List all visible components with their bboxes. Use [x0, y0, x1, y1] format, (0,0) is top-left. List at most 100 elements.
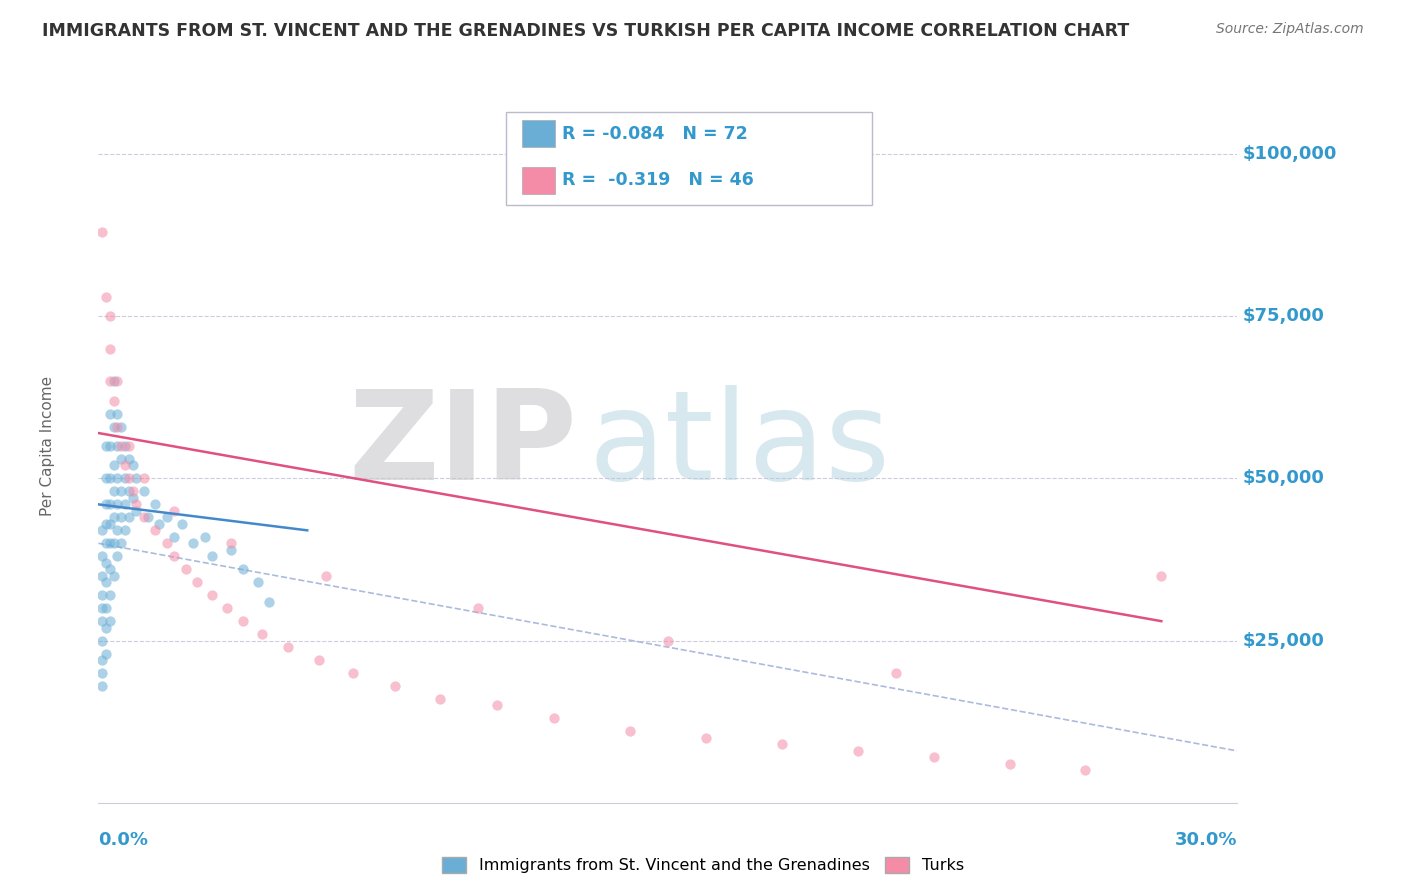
Point	[467, 601, 489, 615]
Point	[277, 640, 299, 654]
Point	[98, 439, 121, 453]
Point	[91, 666, 114, 681]
Point	[148, 516, 170, 531]
Point	[94, 575, 117, 590]
Point	[118, 484, 141, 499]
Point	[125, 504, 148, 518]
Point	[186, 575, 208, 590]
Point	[657, 633, 679, 648]
Point	[132, 484, 155, 499]
Point	[107, 497, 129, 511]
Point	[103, 536, 125, 550]
Point	[121, 458, 143, 473]
Point	[110, 452, 132, 467]
Text: Per Capita Income: Per Capita Income	[39, 376, 55, 516]
Point	[201, 549, 224, 564]
Point	[98, 407, 121, 421]
Point	[619, 724, 641, 739]
Point	[145, 497, 167, 511]
Point	[94, 497, 117, 511]
Point	[94, 556, 117, 570]
Point	[232, 614, 254, 628]
Point	[118, 439, 141, 453]
Text: ZIP: ZIP	[349, 385, 576, 507]
Point	[384, 679, 406, 693]
Point	[121, 491, 143, 505]
Point	[1150, 568, 1173, 582]
Point	[98, 614, 121, 628]
Point	[94, 621, 117, 635]
Text: $25,000: $25,000	[1243, 632, 1324, 649]
Point	[114, 524, 136, 538]
Text: 0.0%: 0.0%	[98, 831, 149, 849]
Point	[98, 310, 121, 324]
Point	[91, 633, 114, 648]
Point	[94, 516, 117, 531]
Point	[103, 510, 125, 524]
Point	[201, 588, 224, 602]
Point	[98, 374, 121, 388]
Point	[91, 588, 114, 602]
Text: R =  -0.319   N = 46: R = -0.319 N = 46	[562, 171, 754, 189]
Point	[136, 510, 159, 524]
Point	[770, 738, 793, 752]
Point	[98, 588, 121, 602]
Point	[91, 225, 114, 239]
Point	[250, 627, 273, 641]
Point	[103, 419, 125, 434]
Point	[217, 601, 239, 615]
Point	[94, 290, 117, 304]
Point	[110, 439, 132, 453]
Point	[114, 497, 136, 511]
Point	[91, 679, 114, 693]
Point	[91, 568, 114, 582]
Point	[94, 536, 117, 550]
Point	[156, 510, 179, 524]
Point	[107, 471, 129, 485]
Point	[110, 484, 132, 499]
Point	[1074, 764, 1097, 778]
Point	[91, 601, 114, 615]
Point	[118, 452, 141, 467]
Point	[107, 374, 129, 388]
Point	[183, 536, 205, 550]
Point	[922, 750, 945, 764]
Point	[308, 653, 330, 667]
Point	[103, 484, 125, 499]
Point	[884, 666, 907, 681]
Point	[163, 504, 186, 518]
Point	[486, 698, 509, 713]
Point	[429, 692, 451, 706]
Point	[342, 666, 364, 681]
Point	[246, 575, 269, 590]
Point	[132, 471, 155, 485]
Point	[121, 484, 143, 499]
Point	[94, 471, 117, 485]
Text: IMMIGRANTS FROM ST. VINCENT AND THE GRENADINES VS TURKISH PER CAPITA INCOME CORR: IMMIGRANTS FROM ST. VINCENT AND THE GREN…	[42, 22, 1129, 40]
Point	[132, 510, 155, 524]
Point	[98, 516, 121, 531]
Point	[107, 524, 129, 538]
Point	[98, 471, 121, 485]
Point	[125, 497, 148, 511]
Point	[107, 407, 129, 421]
Point	[110, 419, 132, 434]
Point	[543, 711, 565, 725]
Text: $100,000: $100,000	[1243, 145, 1337, 163]
Point	[94, 601, 117, 615]
Point	[94, 439, 117, 453]
Point	[91, 614, 114, 628]
Point	[107, 419, 129, 434]
Point	[998, 756, 1021, 771]
Point	[103, 374, 125, 388]
Point	[98, 497, 121, 511]
Legend: Immigrants from St. Vincent and the Grenadines, Turks: Immigrants from St. Vincent and the Gren…	[436, 850, 970, 880]
Point	[91, 549, 114, 564]
Point	[174, 562, 197, 576]
Point	[114, 471, 136, 485]
Point	[259, 595, 281, 609]
Point	[94, 647, 117, 661]
Point	[110, 536, 132, 550]
Point	[846, 744, 869, 758]
Point	[103, 458, 125, 473]
